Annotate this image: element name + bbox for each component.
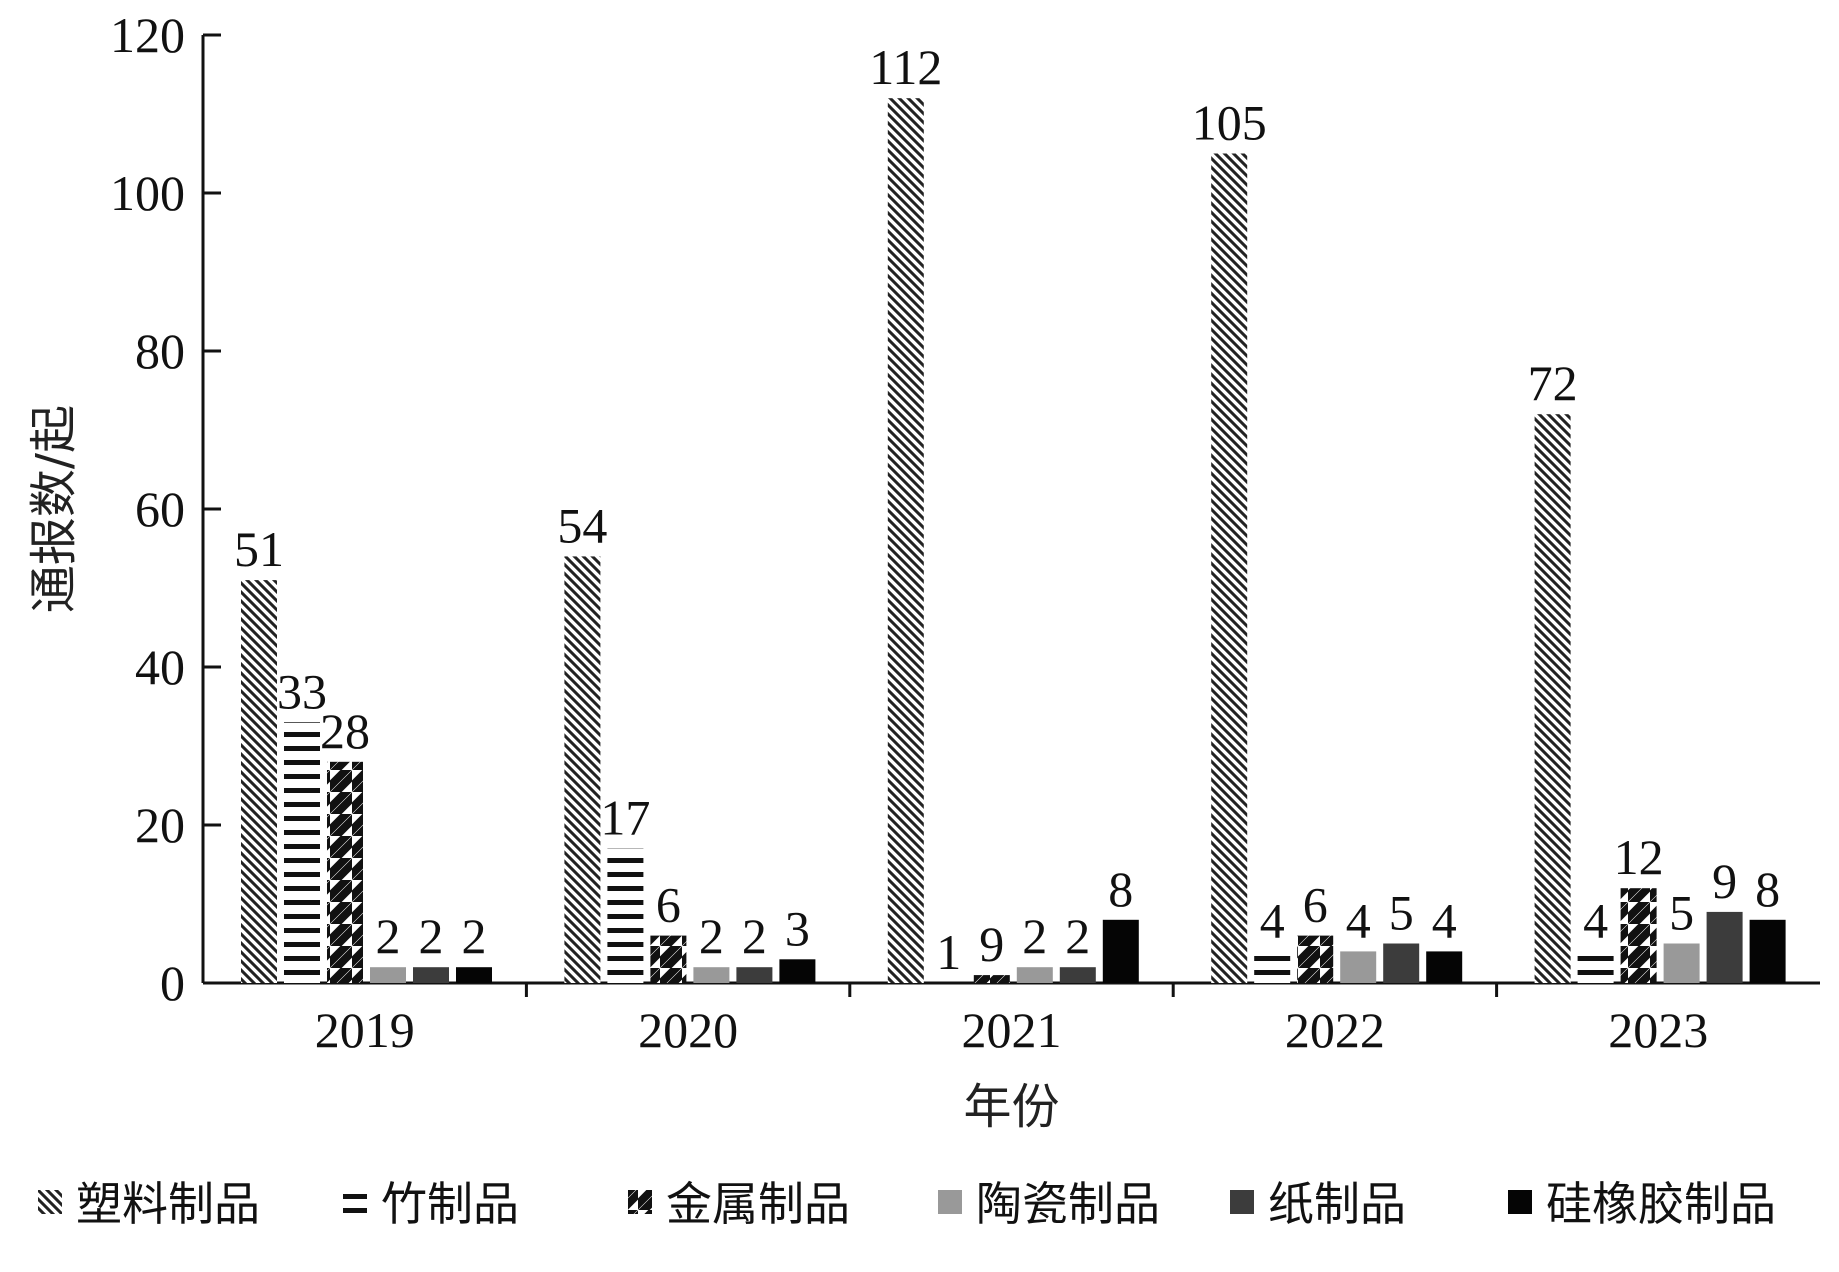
bar xyxy=(1383,943,1420,983)
data-label: 8 xyxy=(1755,861,1780,917)
x-tick-label: 2021 xyxy=(962,1002,1062,1058)
data-label: 2 xyxy=(699,908,724,964)
data-label: 2 xyxy=(1065,908,1090,964)
y-tick-label: 20 xyxy=(135,797,185,853)
bar xyxy=(284,722,320,983)
legend: 塑料制品 竹制品 金属制品 陶瓷制品 纸制品 硅橡胶制品 xyxy=(38,1177,1776,1231)
bar xyxy=(1534,414,1571,983)
data-label: 1 xyxy=(936,924,961,980)
data-label: 6 xyxy=(1303,877,1328,933)
x-tick-label: 2023 xyxy=(1608,1002,1708,1058)
legend-label: 硅橡胶制品 xyxy=(1546,1177,1776,1231)
data-label: 4 xyxy=(1583,892,1608,948)
y-tick-label: 0 xyxy=(160,955,185,1011)
data-label: 3 xyxy=(785,900,810,956)
bar xyxy=(1426,951,1463,983)
data-label: 2 xyxy=(376,908,401,964)
y-tick-label: 100 xyxy=(110,165,185,221)
data-label: 28 xyxy=(320,703,370,759)
bar xyxy=(456,967,492,983)
data-label: 54 xyxy=(557,497,607,553)
bar xyxy=(1577,951,1614,983)
data-label: 2 xyxy=(419,908,444,964)
bar xyxy=(370,967,406,983)
bars xyxy=(241,98,1786,983)
data-label: 4 xyxy=(1432,892,1457,948)
bar xyxy=(1620,888,1657,983)
bar xyxy=(693,967,730,983)
bar xyxy=(327,761,363,983)
bar xyxy=(1340,951,1377,983)
x-axis-title: 年份 xyxy=(963,1079,1059,1135)
legend-label: 陶瓷制品 xyxy=(976,1177,1160,1231)
bar xyxy=(241,580,277,983)
data-label: 4 xyxy=(1260,892,1285,948)
data-label: 2 xyxy=(462,908,487,964)
legend-label: 金属制品 xyxy=(666,1177,850,1231)
bar xyxy=(1297,935,1334,983)
y-tick-label: 60 xyxy=(135,481,185,537)
data-label: 9 xyxy=(979,916,1004,972)
bar xyxy=(564,556,601,983)
legend-swatch xyxy=(938,1190,962,1214)
legend-swatch xyxy=(628,1190,652,1214)
y-tick-label: 40 xyxy=(135,639,185,695)
data-label: 12 xyxy=(1614,829,1664,885)
bar xyxy=(1102,919,1139,983)
bar xyxy=(1706,911,1743,983)
bar xyxy=(1016,967,1053,983)
legend-label: 竹制品 xyxy=(381,1177,519,1231)
x-tick-label: 2019 xyxy=(315,1002,415,1058)
bar xyxy=(413,967,449,983)
bar xyxy=(973,975,1010,983)
data-label: 17 xyxy=(600,790,650,846)
legend-label: 纸制品 xyxy=(1268,1177,1406,1231)
x-tick-label: 2020 xyxy=(638,1002,738,1058)
legend-swatch xyxy=(1230,1190,1254,1214)
data-label: 105 xyxy=(1192,95,1267,151)
data-label: 33 xyxy=(277,663,327,719)
legend-swatch xyxy=(343,1190,367,1214)
data-label: 72 xyxy=(1528,355,1578,411)
data-label: 5 xyxy=(1389,885,1414,941)
data-label: 9 xyxy=(1712,853,1737,909)
bar xyxy=(607,848,644,983)
y-axis-title: 通报数/起 xyxy=(26,405,82,613)
bar xyxy=(736,967,773,983)
data-label: 5 xyxy=(1669,885,1694,941)
y-tick-label: 80 xyxy=(135,323,185,379)
bar xyxy=(779,959,816,983)
data-label: 112 xyxy=(869,39,942,95)
bar xyxy=(1254,951,1291,983)
data-label: 2 xyxy=(1022,908,1047,964)
x-tick-label: 2022 xyxy=(1285,1002,1385,1058)
legend-swatch xyxy=(1508,1190,1532,1214)
data-label: 4 xyxy=(1346,892,1371,948)
legend-label: 塑料制品 xyxy=(76,1177,260,1231)
bar xyxy=(1749,919,1786,983)
bar xyxy=(1059,967,1096,983)
data-label: 2 xyxy=(742,908,767,964)
axes: 0 20 40 60 80 100 120 2019 2020 2021 2022 2023 xyxy=(110,7,1820,1058)
bar xyxy=(1211,153,1248,983)
bar xyxy=(1663,943,1700,983)
data-label: 51 xyxy=(234,521,284,577)
bar xyxy=(650,935,687,983)
y-tick-label: 120 xyxy=(110,7,185,63)
data-label: 6 xyxy=(656,877,681,933)
data-label: 8 xyxy=(1108,861,1133,917)
legend-swatch xyxy=(38,1190,62,1214)
bar xyxy=(887,98,924,983)
